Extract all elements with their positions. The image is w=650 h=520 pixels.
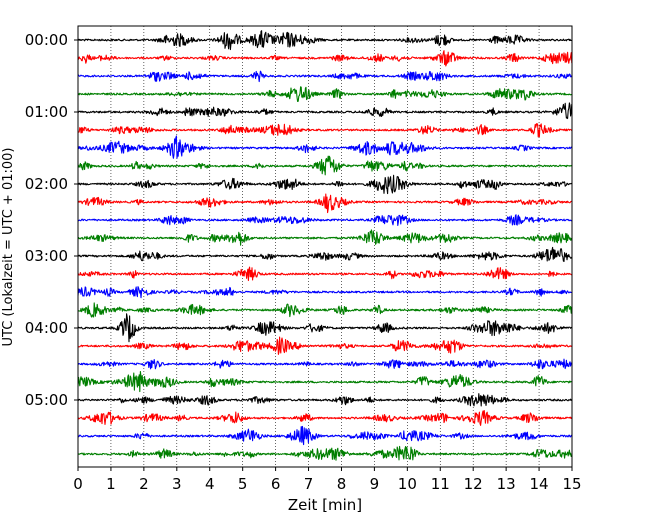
seismic-trace: [77, 246, 573, 262]
y-tick-label: 01:00: [25, 103, 68, 121]
seismic-trace: [77, 174, 573, 195]
seismic-trace: [77, 393, 573, 407]
seismic-trace: [77, 358, 573, 370]
seismic-trace: [77, 193, 572, 214]
x-tick-label: 8: [337, 475, 347, 493]
x-tick-label: 15: [562, 475, 581, 493]
seismic-trace: [77, 336, 573, 355]
seismic-trace: [77, 425, 573, 446]
x-tick-label: 3: [172, 475, 182, 493]
x-tick-label: 0: [73, 475, 83, 493]
seismic-trace: [77, 229, 573, 246]
seismic-trace: [77, 102, 573, 120]
x-tick-label: 2: [139, 475, 149, 493]
x-tick-label: 13: [497, 475, 516, 493]
seismic-trace: [77, 302, 573, 318]
seismic-trace: [77, 86, 572, 103]
seismic-trace: [77, 155, 573, 176]
x-axis-ticks: 0 1 2 3 4 5 6 7 8 9 10 11 12 13 14 15: [73, 467, 582, 493]
x-tick-label: 14: [530, 475, 549, 493]
x-tick-label: 9: [370, 475, 380, 493]
x-tick-label: 5: [238, 475, 248, 493]
seismic-trace: [77, 410, 573, 426]
seismic-trace: [77, 30, 573, 51]
y-tick-label: 03:00: [25, 247, 68, 265]
seismic-trace: [77, 313, 573, 343]
seismic-trace: [77, 214, 573, 227]
x-tick-label: 1: [106, 475, 116, 493]
seismic-trace: [77, 50, 573, 67]
x-tick-label: 10: [398, 475, 417, 493]
plot-background: [78, 26, 572, 467]
seismic-trace: [77, 135, 573, 159]
seismic-trace: [77, 70, 573, 83]
x-tick-label: 4: [205, 475, 215, 493]
seismic-trace: [77, 370, 572, 393]
y-axis-ticks: 00:00 01:00 02:00 03:00 04:00 05:00: [25, 31, 78, 409]
y-axis-title: UTC (Lokalzeit = UTC + 01:00): [1, 148, 16, 347]
x-axis-title: Zeit [min]: [288, 496, 362, 514]
plot-frame: [77, 25, 573, 468]
x-tick-label: 11: [431, 475, 450, 493]
seismic-trace: [77, 445, 573, 461]
x-tick-label: 12: [464, 475, 483, 493]
seismic-trace: [77, 266, 572, 282]
y-tick-label: 00:00: [25, 31, 68, 49]
y-tick-label: 05:00: [25, 391, 68, 409]
y-tick-label: 02:00: [25, 175, 68, 193]
x-tick-label: 6: [271, 475, 281, 493]
seismic-traces: [77, 30, 573, 461]
seismic-trace: [77, 286, 572, 299]
x-tick-label: 7: [304, 475, 314, 493]
y-tick-label: 04:00: [25, 319, 68, 337]
seismic-trace: [77, 123, 573, 138]
